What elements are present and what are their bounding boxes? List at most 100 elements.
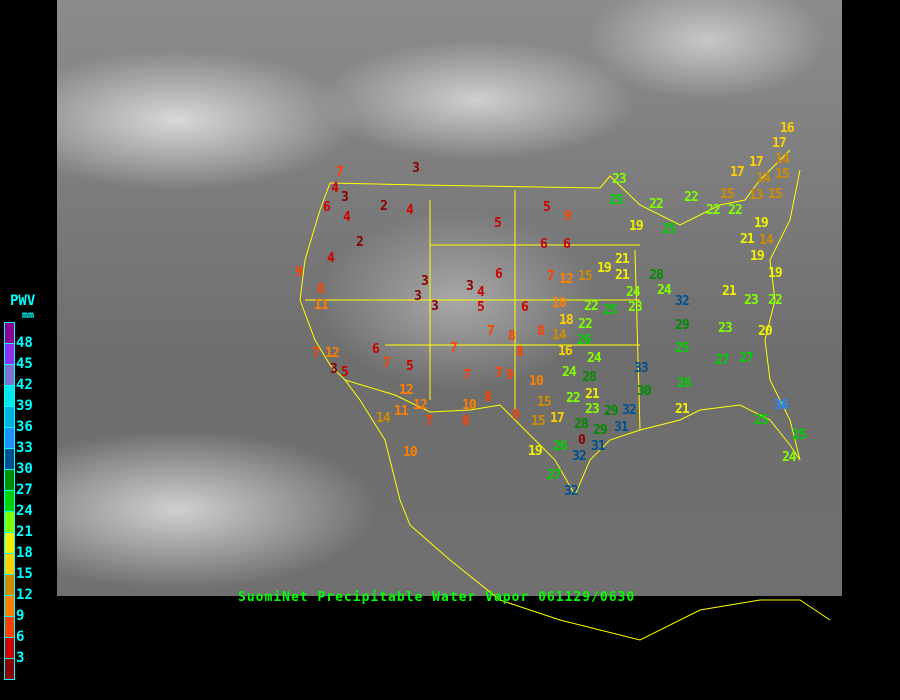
station-pwv-value: 16 <box>780 121 795 136</box>
legend-tick-label: 30 <box>16 461 33 477</box>
station-pwv-value: 31 <box>591 439 606 454</box>
legend-swatch <box>5 533 14 554</box>
legend-tick-label: 3 <box>16 650 25 666</box>
station-pwv-value: 14 <box>759 233 774 248</box>
station-pwv-value: 23 <box>744 293 759 308</box>
legend-tick-label: 45 <box>16 356 33 372</box>
legend-tick-label: 21 <box>16 524 33 540</box>
station-pwv-value: 23 <box>585 402 600 417</box>
station-pwv-value: 6 <box>495 267 503 282</box>
station-pwv-value: 23 <box>718 321 733 336</box>
station-pwv-value: 27 <box>739 351 754 366</box>
station-pwv-value: 6 <box>521 300 529 315</box>
station-pwv-value: 6 <box>540 237 548 252</box>
legend-tick-label: 15 <box>16 566 33 582</box>
station-pwv-value: 21 <box>615 268 630 283</box>
station-pwv-value: 7 <box>336 165 344 180</box>
station-pwv-value: 4 <box>406 203 414 218</box>
station-pwv-value: 28 <box>649 268 664 283</box>
station-pwv-value: 0 <box>578 433 586 448</box>
legend-tick-label: 36 <box>16 419 33 435</box>
station-pwv-value: 14 <box>552 328 567 343</box>
legend-swatch <box>5 575 14 596</box>
legend-swatch <box>5 428 14 449</box>
station-pwv-value: 5 <box>477 300 485 315</box>
station-pwv-value: 22 <box>584 299 599 314</box>
station-pwv-value: 7 <box>383 356 391 371</box>
station-pwv-value: 6 <box>372 342 380 357</box>
station-pwv-value: 10 <box>529 374 544 389</box>
station-pwv-value: 15 <box>775 167 790 182</box>
us-canada-border <box>329 149 791 226</box>
station-pwv-value: 15 <box>720 187 735 202</box>
station-pwv-value: 5 <box>494 216 502 231</box>
station-pwv-value: 6 <box>563 237 571 252</box>
station-pwv-value: 27 <box>715 353 730 368</box>
station-pwv-value: 26 <box>577 333 592 348</box>
station-pwv-value: 15 <box>768 187 783 202</box>
station-pwv-value: 25 <box>662 222 677 237</box>
legend-swatch <box>5 323 14 344</box>
station-pwv-value: 5 <box>406 359 414 374</box>
station-pwv-value: 10 <box>462 398 477 413</box>
station-pwv-value: 6 <box>323 200 331 215</box>
station-pwv-value: 22 <box>566 391 581 406</box>
legend-tick-label: 24 <box>16 503 33 519</box>
station-pwv-value: 15 <box>578 269 593 284</box>
east-coast <box>764 169 801 461</box>
station-pwv-value: 19 <box>629 219 644 234</box>
station-pwv-value: 15 <box>537 395 552 410</box>
station-pwv-value: 16 <box>558 344 573 359</box>
satellite-map <box>57 0 842 596</box>
station-pwv-value: 8 <box>516 345 524 360</box>
station-pwv-value: 22 <box>768 293 783 308</box>
station-pwv-value: 17 <box>550 411 565 426</box>
station-pwv-value: 5 <box>341 365 349 380</box>
station-pwv-value: 29 <box>593 423 608 438</box>
station-pwv-value: 25 <box>675 341 690 356</box>
station-pwv-value: 8 <box>537 324 545 339</box>
legend-swatch <box>5 617 14 638</box>
legend-units: mm <box>22 310 35 321</box>
legend-swatch <box>5 449 14 470</box>
legend-swatch <box>5 344 14 365</box>
station-pwv-value: 8 <box>484 390 492 405</box>
legend-swatch <box>5 638 14 659</box>
station-pwv-value: 9 <box>506 368 514 383</box>
station-pwv-value: 4 <box>343 210 351 225</box>
legend-swatch <box>5 596 14 617</box>
legend-swatch <box>5 659 14 679</box>
station-pwv-value: 22 <box>728 203 743 218</box>
station-pwv-value: 32 <box>622 403 637 418</box>
map-title: SuomiNet Precipitable Water Vapor 061129… <box>238 590 636 605</box>
station-pwv-value: 17 <box>772 136 787 151</box>
legend-tick-label: 9 <box>16 608 25 624</box>
station-pwv-value: 12 <box>559 272 574 287</box>
station-pwv-value: 30 <box>637 384 652 399</box>
station-pwv-value: 8 <box>508 329 516 344</box>
station-pwv-value: 29 <box>604 404 619 419</box>
legend-tick-label: 12 <box>16 587 33 603</box>
legend-tick-label: 48 <box>16 335 33 351</box>
station-pwv-value: 22 <box>578 317 593 332</box>
station-pwv-value: 24 <box>626 285 641 300</box>
station-pwv-value: 36 <box>774 398 789 413</box>
station-pwv-value: 2 <box>380 199 388 214</box>
station-pwv-value: 4 <box>477 285 485 300</box>
legend-swatch <box>5 554 14 575</box>
station-pwv-value: 7 <box>495 366 503 381</box>
station-pwv-value: 24 <box>562 365 577 380</box>
station-pwv-value: 5 <box>543 200 551 215</box>
station-pwv-value: 12 <box>325 346 340 361</box>
station-pwv-value: 4 <box>327 251 335 266</box>
station-pwv-value: 22 <box>684 190 699 205</box>
station-pwv-value: 25 <box>603 303 618 318</box>
station-pwv-value: 17 <box>749 155 764 170</box>
legend-swatch <box>5 470 14 491</box>
station-pwv-value: 3 <box>421 274 429 289</box>
station-pwv-value: 3 <box>341 190 349 205</box>
legend-swatch <box>5 365 14 386</box>
legend-tick-label: 6 <box>16 629 25 645</box>
color-scale-bar <box>4 322 15 680</box>
